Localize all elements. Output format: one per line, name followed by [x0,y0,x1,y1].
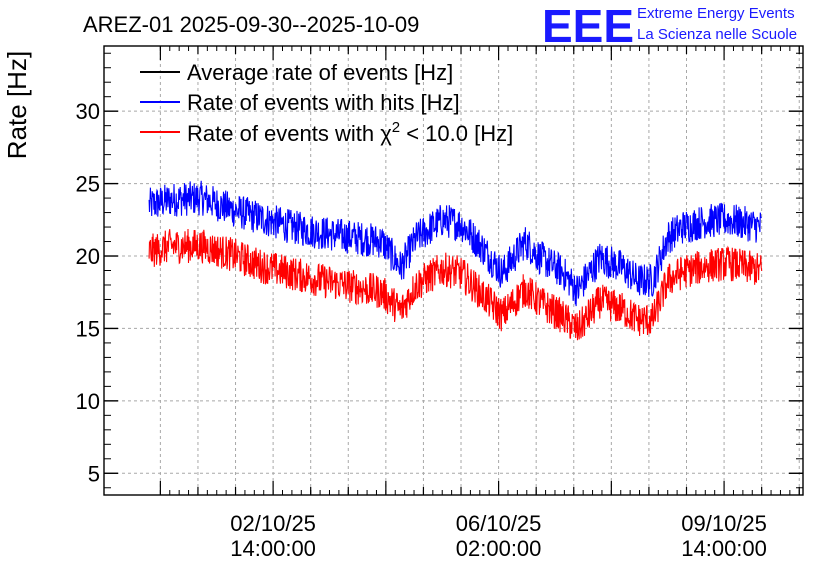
y-tick-label-20: 20 [76,244,100,269]
legend-average: Average rate of events [Hz] [187,60,453,85]
logo-letters: EEE [542,0,634,52]
legend-chi2-suffix: < 10.0 [Hz] [400,121,513,146]
series-line-1 [148,180,762,307]
x-tick-label-time-2: 14:00:00 [681,536,767,561]
x-tick-label-time-0: 14:00:00 [230,536,316,561]
y-axis-label: Rate [Hz] [2,51,32,159]
x-tick-label-date-2: 09/10/25 [681,511,767,536]
legend-chi2-sup: 2 [392,119,400,136]
eee-logo: EEE Extreme Energy Events La Scienza nel… [542,0,797,52]
logo-line1: Extreme Energy Events [637,5,795,22]
legend-chi2: Rate of events with χ2 < 10.0 [Hz] [187,119,513,146]
series-layer [148,180,763,341]
x-tick-label-date-1: 06/10/25 [456,511,542,536]
y-tick-label-10: 10 [76,389,100,414]
legend-chi2-prefix: Rate of events with χ [187,121,392,146]
legend: Average rate of events [Hz] Rate of even… [140,60,513,146]
chart-title: AREZ-01 2025-09-30--2025-10-09 [83,12,419,37]
y-tick-label-25: 25 [76,172,100,197]
tick-labels: 5101520253002/10/2514:00:0006/10/2502:00… [76,99,767,561]
y-tick-label-15: 15 [76,316,100,341]
y-tick-label-30: 30 [76,99,100,124]
legend-hits: Rate of events with hits [Hz] [187,90,460,115]
plot-frame [103,45,804,496]
y-tick-label-5: 5 [88,461,100,486]
logo-line2: La Scienza nelle Scuole [637,26,797,43]
axes [103,45,804,496]
series-line-2 [148,228,763,341]
x-tick-label-date-0: 02/10/25 [230,511,316,536]
x-tick-label-time-1: 02:00:00 [456,536,542,561]
